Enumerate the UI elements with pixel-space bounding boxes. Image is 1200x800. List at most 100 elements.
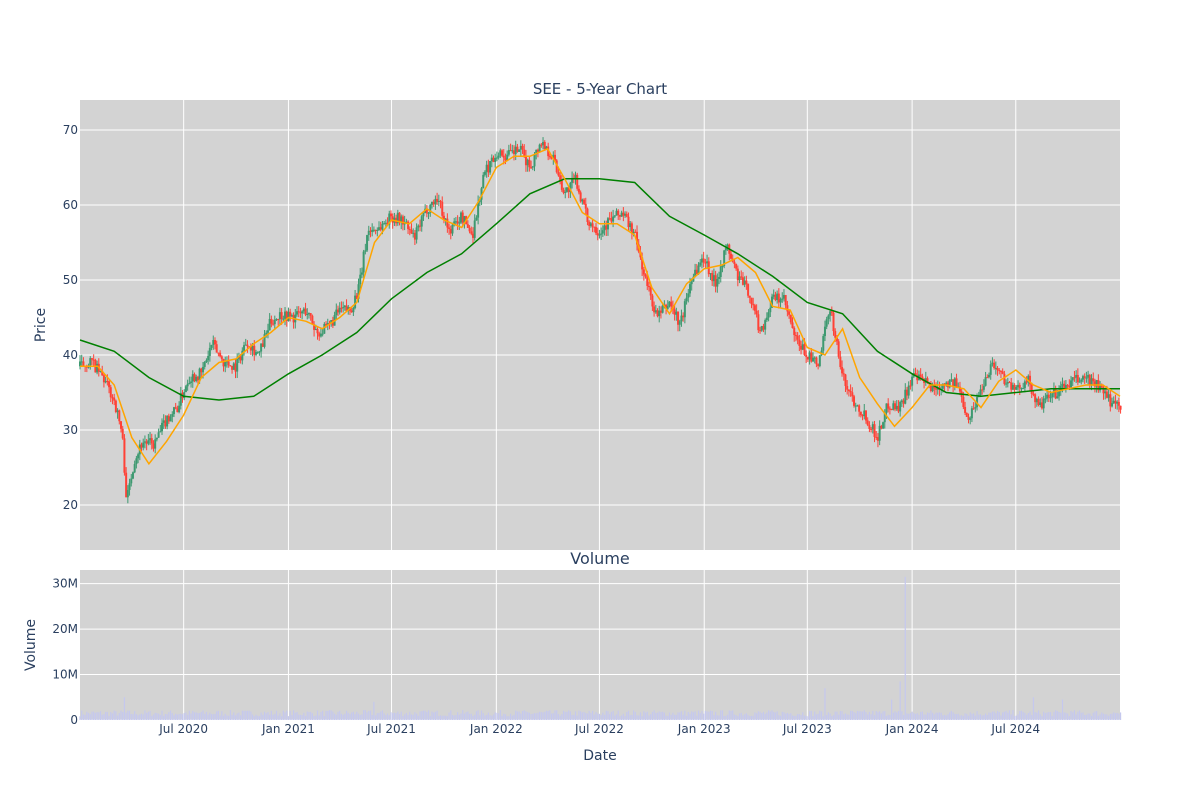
candle-body (953, 378, 956, 388)
candle-body (225, 361, 228, 363)
volume-bar (663, 712, 665, 720)
candle-body (222, 358, 225, 367)
volume-bar (896, 712, 898, 720)
volume-bar (245, 710, 247, 720)
volume-tick-label: 20M (52, 622, 78, 636)
volume-bar (750, 715, 753, 720)
volume-bar (289, 710, 291, 720)
candle-body (562, 189, 565, 193)
volume-bars (79, 576, 1122, 720)
candle-body (439, 200, 442, 202)
volume-bar (137, 715, 139, 720)
volume-bar (284, 712, 286, 720)
candle-body (677, 311, 680, 325)
candle-body (1112, 400, 1115, 404)
candle-body (198, 368, 201, 381)
candle-body (417, 225, 420, 228)
candle-body (126, 489, 129, 498)
volume-bar (265, 713, 267, 720)
x-axis-label: Date (583, 748, 616, 764)
volume-bar (357, 713, 360, 720)
candle-body (376, 229, 379, 231)
candle-body (627, 216, 630, 228)
volume-bar (979, 714, 982, 720)
candle-body (1042, 398, 1045, 409)
candle-body (998, 370, 1001, 372)
candle-body (389, 213, 392, 217)
candle-body (509, 150, 512, 152)
candle-body (651, 295, 654, 307)
volume-bar (638, 715, 640, 720)
volume-bar (711, 710, 713, 720)
volume-bar (431, 711, 433, 720)
volume-bar (1106, 714, 1108, 720)
candle-body (208, 347, 211, 356)
volume-bar (802, 712, 804, 720)
volume-bar (537, 712, 539, 720)
volume-bar (345, 710, 348, 720)
volume-bar (820, 711, 823, 720)
volume-bar (173, 715, 175, 720)
volume-bar (662, 711, 664, 720)
candle-body (1046, 394, 1049, 399)
candle-body (1063, 383, 1066, 390)
volume-bar (1101, 712, 1103, 720)
volume-bar (930, 710, 932, 720)
volume-bar (103, 713, 105, 720)
volume-bar (670, 714, 672, 720)
volume-bar (1034, 712, 1036, 720)
candle-body (967, 416, 970, 420)
volume-bar (369, 710, 372, 720)
candle-body (654, 310, 657, 313)
x-tick-label: Jul 2022 (574, 722, 624, 736)
volume-bar (624, 716, 626, 720)
candle-body (540, 144, 543, 146)
candle-body (1003, 373, 1006, 384)
candle-body (135, 458, 138, 465)
volume-bar (489, 715, 491, 720)
candle-body (1022, 388, 1025, 390)
volume-bar (216, 711, 218, 720)
candle-body (1044, 398, 1047, 400)
candle-body (979, 389, 982, 396)
volume-bar (899, 681, 901, 720)
candle-body (169, 416, 172, 422)
volume-bar (723, 715, 725, 720)
candle-body (861, 415, 864, 417)
candle-body (955, 378, 958, 388)
candle-body (1119, 405, 1122, 410)
volume-bar (106, 711, 108, 720)
volume-bar (1119, 712, 1122, 720)
candle-body (531, 166, 534, 168)
volume-bar (533, 713, 536, 720)
candle-body (902, 400, 905, 404)
volume-bar (1043, 711, 1045, 720)
volume-bar (1029, 711, 1031, 720)
candle-body (272, 323, 275, 325)
volume-bar (528, 712, 530, 720)
x-tick-label: Jan 2021 (261, 722, 315, 736)
candle-body (622, 212, 625, 216)
candle-body (786, 305, 789, 312)
volume-bar (950, 710, 953, 720)
volume-bar (701, 711, 703, 720)
volume-bar (581, 712, 583, 720)
candle-body (733, 261, 736, 265)
volume-bar (125, 712, 127, 720)
candle-body (1099, 385, 1102, 391)
volume-bar (945, 715, 947, 720)
candle-body (360, 272, 363, 275)
volume-bar (557, 714, 560, 720)
volume-bar (398, 714, 401, 720)
candle-body (1068, 385, 1071, 388)
volume-bar (1078, 710, 1081, 720)
candle-body (694, 269, 697, 277)
candle-body (268, 318, 271, 331)
volume-bar (726, 714, 729, 720)
candle-body (157, 432, 160, 438)
candle-body (437, 200, 440, 202)
volume-bar (1046, 712, 1048, 720)
volume-bar (1111, 713, 1113, 720)
volume-bar (378, 712, 380, 720)
volume-bar (149, 710, 151, 720)
